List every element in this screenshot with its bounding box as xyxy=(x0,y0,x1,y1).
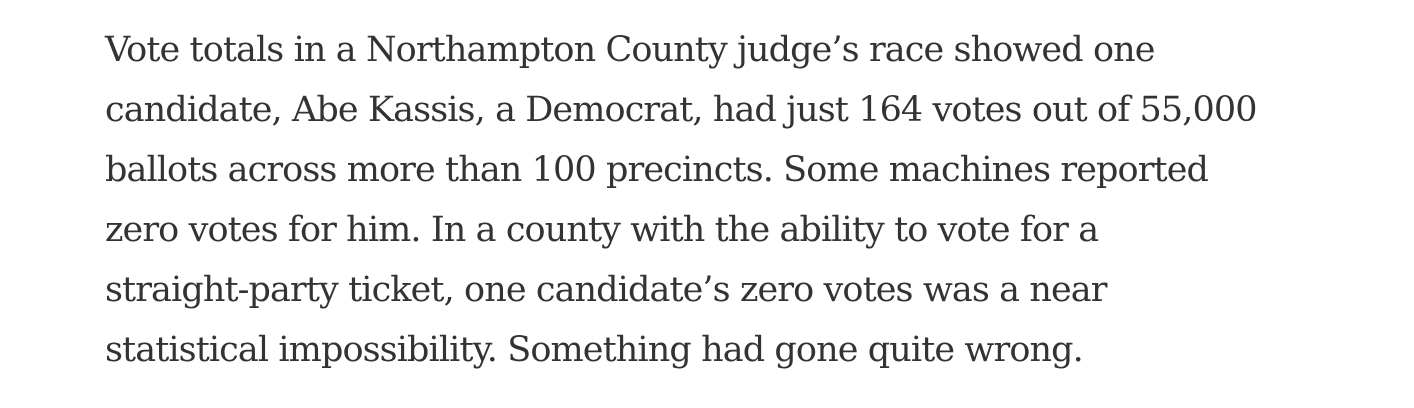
paragraph-line-4: zero votes for him. In a county with the… xyxy=(105,210,1099,250)
paragraph-line-1: Vote totals in a Northampton County judg… xyxy=(105,30,1156,70)
paragraph-line-6: statistical impossibility. Something had… xyxy=(105,330,1084,370)
article-body: Vote totals in a Northampton County judg… xyxy=(105,20,1355,380)
paragraph-line-2: candidate, Abe Kassis, a Democrat, had j… xyxy=(105,90,1257,130)
paragraph-line-5: straight-party ticket, one candidate’s z… xyxy=(105,270,1107,310)
article-paragraph: Vote totals in a Northampton County judg… xyxy=(105,20,1355,380)
paragraph-line-3: ballots across more than 100 precincts. … xyxy=(105,150,1209,190)
